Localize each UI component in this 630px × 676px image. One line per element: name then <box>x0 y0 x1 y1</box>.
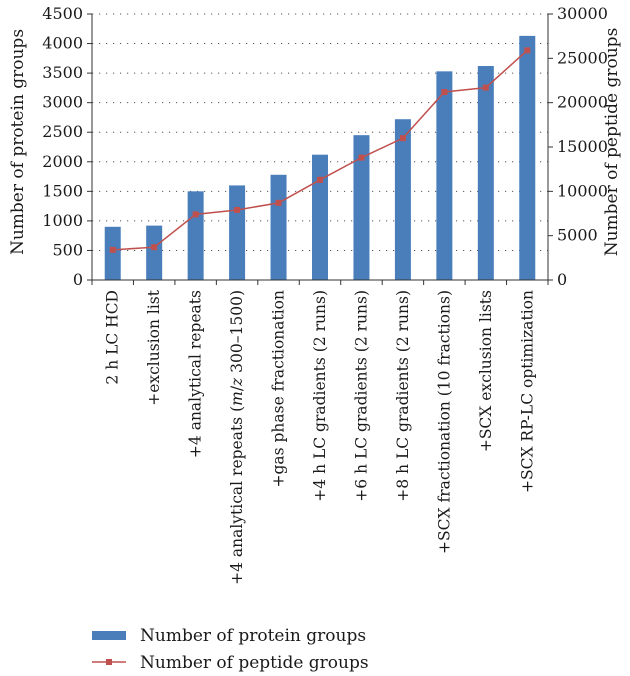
bar <box>353 135 370 280</box>
right-tick-label: 30000 <box>557 4 608 23</box>
category-label: +SCX RP-LC optimization <box>518 290 536 493</box>
category-label: +SCX fractionation (10 fractions) <box>435 290 453 554</box>
left-tick-label: 3500 <box>42 63 83 82</box>
line-point <box>151 244 158 251</box>
line-series <box>109 47 531 253</box>
line-point <box>234 206 241 213</box>
left-tick-label: 2500 <box>42 122 83 141</box>
line-point <box>524 47 531 54</box>
category-labels: 2 h LC HCD +exclusion list +4 analytical r… <box>104 289 537 585</box>
category-label: 2 h LC HCD <box>104 290 122 385</box>
legend-label-peptide: Number of peptide groups <box>140 653 369 673</box>
bar <box>477 66 494 280</box>
line-point <box>109 246 116 253</box>
left-tick-label: 3000 <box>42 93 83 112</box>
right-tick-label: 25000 <box>557 48 608 67</box>
bar <box>187 191 204 280</box>
category-label: +gas phase fractionation <box>270 290 288 488</box>
y-axis-title-right: Number of peptide groups <box>602 28 622 257</box>
category-label: +8 h LC gradients (2 runs) <box>394 290 412 502</box>
category-label: +4 analytical repeats <box>187 290 205 458</box>
bar <box>229 185 246 280</box>
line-point <box>399 135 406 142</box>
left-tick-label: 4000 <box>42 34 83 53</box>
legend-swatch-protein <box>92 631 126 640</box>
bar <box>519 35 536 281</box>
bar <box>312 154 328 280</box>
right-tick-label: 15000 <box>557 137 608 156</box>
bar <box>146 225 163 280</box>
legend-label-protein: Number of protein groups <box>140 626 366 646</box>
right-tick-label: 10000 <box>557 181 608 200</box>
legend: Number of protein groups Number of pepti… <box>92 626 369 673</box>
category-label: +6 h LC gradients (2 runs) <box>352 290 370 502</box>
line-point <box>441 89 448 96</box>
y-axis-title-left: Number of protein groups <box>8 29 28 255</box>
line-point <box>275 199 282 206</box>
left-tick-label: 1500 <box>42 181 83 200</box>
left-tick-label: 500 <box>52 240 83 259</box>
bar <box>394 119 411 281</box>
left-tick-label: 2000 <box>42 152 83 171</box>
line-point <box>482 84 489 91</box>
line-point <box>317 176 323 183</box>
right-tick-label: 0 <box>557 270 567 289</box>
right-tick-label: 5000 <box>557 226 598 245</box>
right-tick-label: 20000 <box>557 93 608 112</box>
category-label: +SCX exclusion lists <box>477 290 495 452</box>
category-label: +exclusion list <box>145 289 163 406</box>
legend-swatch-peptide-marker <box>106 659 112 665</box>
bar <box>436 71 453 281</box>
line-point <box>192 211 199 218</box>
line-point <box>358 154 365 161</box>
left-tick-label: 4500 <box>42 4 83 23</box>
category-label: +4 analytical repeats (m/z 300–1500) <box>228 290 246 585</box>
right-axis-ticks: 0 5000 10000 15000 20000 25000 30000 <box>548 4 608 289</box>
bar <box>104 226 121 280</box>
category-label: +4 h LC gradients (2 runs) <box>311 290 329 502</box>
left-tick-label: 1000 <box>42 211 83 230</box>
left-axis-ticks: 0 500 1000 1500 2000 2500 3000 3500 4000 4500 <box>42 4 92 289</box>
bar <box>270 174 287 280</box>
left-tick-label: 0 <box>73 270 83 289</box>
bar-series <box>104 35 536 281</box>
